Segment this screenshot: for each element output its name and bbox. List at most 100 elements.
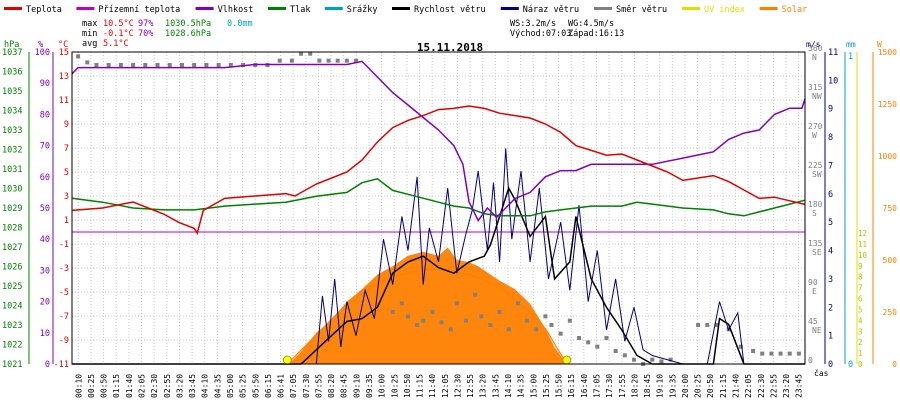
wind-dir-point (463, 318, 468, 323)
deg-tick-label: 1 (64, 216, 69, 226)
x-tick-label: 20:25 (694, 374, 703, 398)
wind-dir-point (796, 351, 801, 356)
wind-gust-line (72, 148, 805, 365)
plot-frame (71, 51, 806, 365)
legend-label: Tlak (290, 5, 310, 15)
ms-tick-label: 11 (828, 48, 838, 58)
x-tick-label: 02:05 (138, 374, 147, 398)
pct-tick-label: 30 (40, 266, 50, 276)
w-axis-label: W (877, 40, 882, 49)
legend-label: Teplota (26, 5, 62, 15)
uv-tick-label: 0 (858, 360, 863, 369)
x-tick-label: 15:25 (542, 374, 551, 398)
pct-tick-label: 70 (40, 142, 50, 152)
deg-axis-label: °C (58, 40, 68, 50)
deg-tick-label: -5 (59, 288, 69, 298)
hpa-tick-label: 1035 (2, 87, 22, 97)
wind-dir-point (479, 314, 484, 319)
pct-tick-label: 60 (40, 173, 50, 183)
dir-tick-label: 270 (808, 122, 823, 131)
hpa-tick-label: 1037 (2, 48, 22, 58)
x-tick-label: 09:35 (365, 374, 374, 398)
x-tick-label: 19:10 (656, 374, 665, 398)
x-tick-label: 03:45 (188, 374, 197, 398)
wind-dir-point (106, 63, 111, 67)
legend-swatch (76, 7, 95, 10)
hpa-tick-label: 1021 (2, 360, 22, 370)
x-tick-label: 00:50 (100, 374, 109, 398)
x-tick-label: 01:15 (112, 374, 121, 398)
uv-tick-label: 8 (858, 273, 863, 282)
legend-label: Náraz větru (523, 5, 579, 15)
hpa-tick-label: 1024 (2, 302, 22, 312)
deg-tick-label: -9 (59, 336, 69, 346)
x-tick-label: 13:20 (479, 374, 488, 398)
x-tick-label: 07:55 (314, 374, 323, 398)
wind-dir-point (576, 336, 581, 340)
wind-dir-point (769, 351, 774, 356)
x-tick-label: 11:40 (428, 374, 437, 398)
legend-swatch (682, 7, 700, 10)
wind-dir-series (76, 51, 801, 366)
x-tick-label: 03:20 (175, 374, 184, 398)
x-tick-label: 12:30 (453, 374, 462, 398)
hpa-tick-label: 1029 (2, 204, 22, 214)
uv-tick-label: 11 (858, 240, 867, 249)
w-tick-label: 250 (883, 308, 898, 317)
x-tick-label: 05:25 (239, 374, 248, 398)
x-tick-label: 02:30 (150, 374, 159, 398)
stat-humidity: 70% (138, 29, 153, 39)
wind-dir-point (167, 63, 172, 67)
deg-tick-label: 13 (59, 72, 69, 82)
wind-dir-point (155, 63, 160, 67)
x-tick-label: 04:35 (213, 374, 222, 398)
wind-dir-point (277, 58, 282, 63)
hpa-tick-label: 1034 (2, 107, 22, 117)
dir-tick-label: 90 (808, 278, 818, 287)
uv-tick-label: 2 (858, 338, 863, 347)
wind-dir-point (595, 344, 600, 349)
dir-tick-name: NW (812, 92, 822, 101)
x-tick-label: 11:15 (416, 374, 425, 398)
x-tick-label: 04:10 (201, 374, 210, 398)
pct-tick-label: 80 (40, 110, 50, 120)
deg-tick-label: -3 (59, 264, 69, 274)
wind-dir-point (696, 323, 701, 327)
hpa-tick-label: 1031 (2, 165, 22, 175)
hpa-tick-label: 1033 (2, 126, 22, 136)
x-axis-label: čas (814, 368, 829, 378)
wind-dir-point (558, 331, 563, 336)
ms-tick-label: 5 (828, 218, 833, 228)
wind-dir-point (289, 58, 294, 63)
deg-tick-label: 5 (64, 168, 69, 178)
deg-tick-label: -11 (54, 360, 69, 370)
wind-dir-point (228, 63, 233, 67)
grid (72, 51, 805, 365)
stat-pressure: 1028.6hPa (165, 29, 211, 39)
wind-dir-point (534, 327, 539, 332)
wind-dir-point (430, 310, 435, 314)
legend-swatch (195, 7, 214, 10)
w-tick-label: 1500 (878, 48, 897, 57)
legend-label: Srážky (347, 5, 378, 15)
w-tick-label: 1000 (878, 152, 897, 161)
x-tick-label: 17:05 (592, 374, 601, 398)
ms-tick-label: 1 (828, 332, 833, 342)
wind-dir-point (778, 351, 783, 356)
x-tick-label: 05:50 (251, 374, 260, 398)
stat-humidity: 97% (138, 19, 153, 29)
legend-swatch (500, 7, 519, 10)
wind-dir-point (714, 323, 719, 327)
dir-tick-name: SW (812, 170, 822, 179)
pct-tick-label: 40 (40, 235, 50, 245)
legend-swatch (392, 7, 410, 10)
x-tick-label: 01:40 (125, 374, 134, 398)
hpa-tick-label: 1023 (2, 321, 22, 331)
solar-area (72, 247, 805, 364)
stat-label: min (82, 29, 97, 39)
x-tick-label: 08:45 (340, 374, 349, 398)
wind-dir-point (549, 323, 554, 327)
x-tick-label: 23:45 (795, 374, 804, 398)
mm-axis-label: mm (846, 40, 856, 49)
